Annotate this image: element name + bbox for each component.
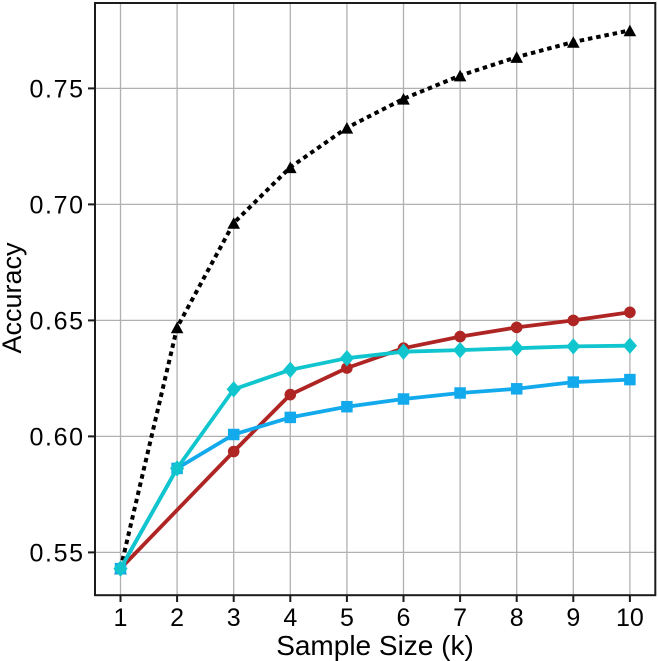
svg-text:9: 9: [566, 604, 580, 632]
svg-text:6: 6: [397, 604, 411, 632]
svg-text:3: 3: [227, 604, 241, 632]
svg-text:8: 8: [510, 604, 524, 632]
svg-text:0.70: 0.70: [30, 192, 85, 220]
svg-text:7: 7: [453, 604, 467, 632]
svg-text:Sample Size (k): Sample Size (k): [276, 630, 474, 661]
svg-text:0.55: 0.55: [30, 540, 85, 568]
svg-text:0.75: 0.75: [30, 76, 85, 104]
svg-text:0.65: 0.65: [30, 308, 85, 336]
svg-text:1: 1: [114, 604, 128, 632]
svg-text:4: 4: [283, 604, 297, 632]
svg-text:0.60: 0.60: [30, 424, 85, 452]
svg-text:Accuracy: Accuracy: [0, 242, 27, 354]
svg-text:5: 5: [340, 604, 354, 632]
svg-text:2: 2: [170, 604, 184, 632]
svg-text:10: 10: [616, 604, 644, 632]
